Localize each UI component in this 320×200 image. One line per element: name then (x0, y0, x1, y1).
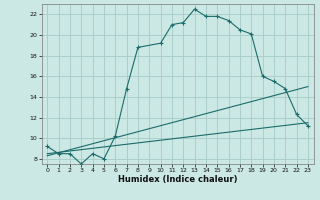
X-axis label: Humidex (Indice chaleur): Humidex (Indice chaleur) (118, 175, 237, 184)
